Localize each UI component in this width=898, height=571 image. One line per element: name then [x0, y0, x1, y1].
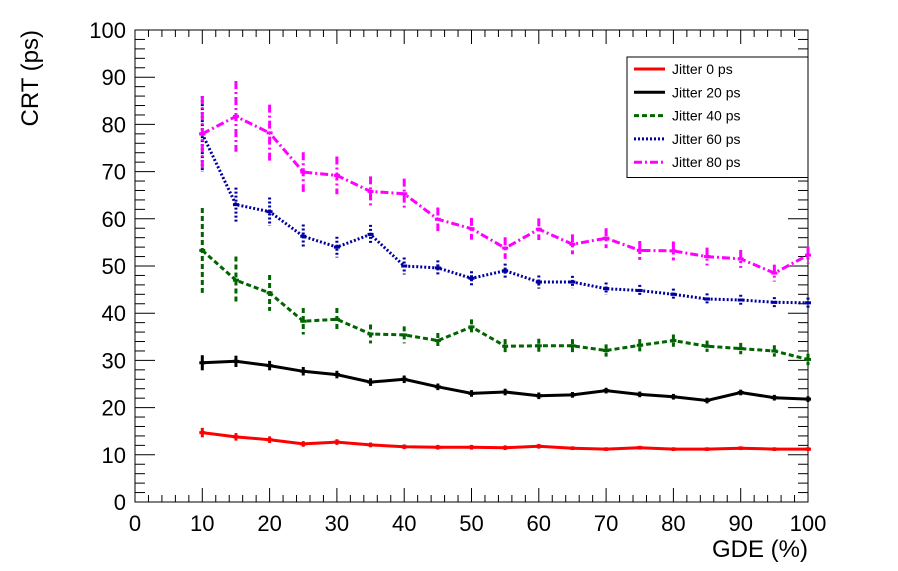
y-tick-label: 30 — [102, 348, 126, 373]
x-tick-label: 60 — [527, 511, 551, 536]
legend-label: Jitter 0 ps — [672, 61, 733, 77]
series-5 — [199, 80, 811, 282]
legend-label: Jitter 60 ps — [672, 131, 740, 147]
x-tick-label: 100 — [790, 511, 827, 536]
legend-label: Jitter 20 ps — [672, 84, 740, 100]
y-tick-label: 10 — [102, 443, 126, 468]
y-tick-label: 100 — [89, 18, 126, 43]
x-tick-label: 10 — [190, 511, 214, 536]
y-tick-label: 60 — [102, 207, 126, 232]
x-tick-label: 50 — [459, 511, 483, 536]
y-tick-label: 40 — [102, 301, 126, 326]
series-1 — [199, 427, 811, 452]
legend-box — [626, 56, 809, 178]
legend-label: Jitter 40 ps — [672, 108, 740, 124]
x-tick-label: 30 — [325, 511, 349, 536]
legend: Jitter 0 ps Jitter 20 ps Jitter 40 ps Jitte… — [626, 56, 809, 178]
y-tick-label: 20 — [102, 396, 126, 421]
x-tick-label: 0 — [129, 511, 141, 536]
y-tick-label: 70 — [102, 160, 126, 185]
series-3 — [199, 207, 811, 366]
x-axis-ticks — [134, 30, 809, 502]
legend-label: Jitter 80 ps — [672, 154, 740, 170]
y-tick-label: 0 — [114, 490, 126, 515]
series-2 — [199, 355, 811, 404]
y-tick-label: 80 — [102, 112, 126, 137]
x-tick-label: 20 — [257, 511, 281, 536]
x-tick-label: 70 — [594, 511, 618, 536]
x-tick-label: 80 — [661, 511, 685, 536]
x-tick-label: 40 — [392, 511, 416, 536]
y-tick-label: 90 — [102, 65, 126, 90]
x-axis-title: GDE (%) — [712, 536, 808, 563]
x-axis-tick-labels: 0 10 20 30 40 50 60 70 80 90 100 — [129, 511, 826, 536]
y-axis-tick-labels: 0 10 20 30 40 50 60 70 80 90 100 — [89, 18, 126, 515]
x-tick-label: 90 — [728, 511, 752, 536]
series-layer — [199, 80, 811, 452]
y-tick-label: 50 — [102, 254, 126, 279]
y-axis-title: CRT (ps) — [17, 30, 44, 126]
